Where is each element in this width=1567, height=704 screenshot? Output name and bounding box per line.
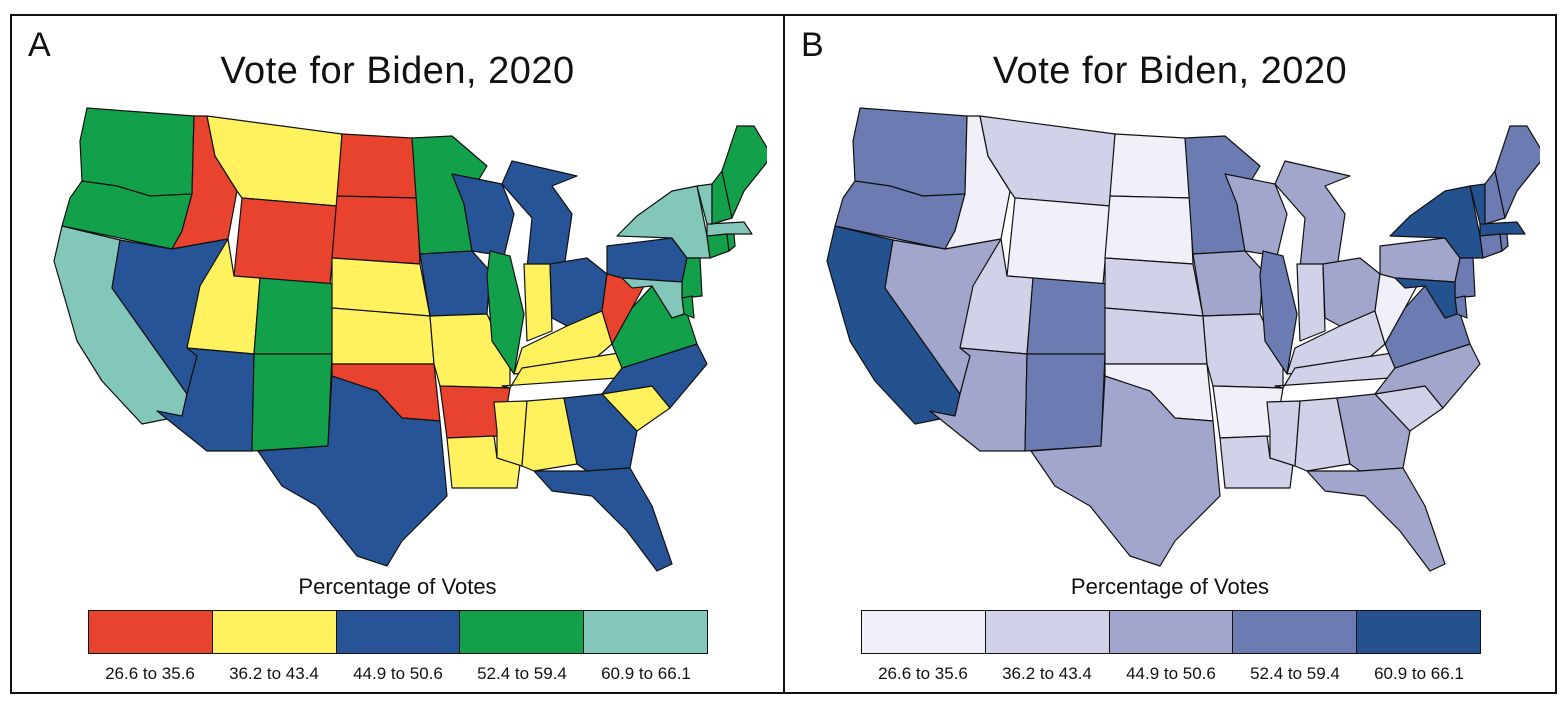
us-states-map xyxy=(53,107,767,572)
state-wy xyxy=(1006,197,1111,285)
state-me xyxy=(1494,125,1540,219)
panel-letter: B xyxy=(801,26,824,64)
state-ks xyxy=(331,307,435,365)
state-ma xyxy=(1479,221,1526,237)
legend-label: 60.9 to 66.1 xyxy=(1374,664,1464,683)
state-in xyxy=(1296,263,1326,342)
legend-label: 52.4 to 59.4 xyxy=(477,664,567,683)
state-nd xyxy=(336,133,418,199)
legend-swatch xyxy=(1233,611,1358,653)
state-ks xyxy=(1104,307,1208,365)
state-co xyxy=(253,277,338,355)
map-title: Vote for Biden, 2020 xyxy=(992,50,1348,92)
map-title: Vote for Biden, 2020 xyxy=(220,50,575,92)
legend-title: Percentage of Votes xyxy=(298,574,497,599)
state-me xyxy=(721,125,767,219)
state-nd xyxy=(1109,133,1191,199)
state-al xyxy=(521,397,578,472)
state-ms xyxy=(1266,400,1301,467)
legend-swatch xyxy=(584,611,707,653)
legend-label: 26.6 to 35.6 xyxy=(878,664,968,683)
legend-label: 36.2 to 43.4 xyxy=(1002,664,1092,683)
state-tx xyxy=(1030,375,1221,567)
state-ri xyxy=(726,233,736,252)
state-md xyxy=(621,277,685,319)
legend-swatch xyxy=(460,611,585,653)
state-ne xyxy=(331,257,431,317)
state-al xyxy=(1294,397,1351,472)
state-nm xyxy=(251,353,333,452)
legend-swatch xyxy=(1357,611,1480,653)
panel-b: B Vote for Biden, 2020 Percentage of Vot… xyxy=(783,14,1557,694)
legend-swatch xyxy=(1109,611,1234,653)
legend-title: Percentage of Votes xyxy=(1070,574,1270,599)
state-wy xyxy=(233,197,338,285)
state-ia xyxy=(1192,250,1264,317)
state-sd xyxy=(331,195,421,265)
legend-color-bar xyxy=(88,610,708,654)
legend-labels: 26.6 to 35.6 36.2 to 43.4 44.9 to 50.6 52.4… xyxy=(861,664,1481,684)
legend-swatch xyxy=(89,611,213,653)
legend-color-bar xyxy=(861,610,1481,654)
state-fl xyxy=(533,467,673,572)
state-nm xyxy=(1024,353,1106,452)
state-ri xyxy=(1499,233,1509,252)
state-pa xyxy=(1379,237,1461,283)
state-pa xyxy=(606,237,688,283)
legend-swatch xyxy=(985,611,1110,653)
state-fl xyxy=(1306,467,1446,572)
legend-label: 26.6 to 35.6 xyxy=(105,664,195,683)
state-in xyxy=(523,263,553,342)
us-states-map xyxy=(826,107,1540,572)
legend-label: 36.2 to 43.4 xyxy=(229,664,319,683)
panel-letter: A xyxy=(28,26,51,64)
state-sd xyxy=(1104,195,1194,265)
state-ia xyxy=(419,250,491,317)
state-ct xyxy=(1479,233,1503,259)
state-co xyxy=(1026,277,1111,355)
legend-swatch xyxy=(336,611,461,653)
state-ct xyxy=(706,233,730,259)
legend-label: 60.9 to 66.1 xyxy=(601,664,691,683)
legend-swatch xyxy=(212,611,337,653)
legend-label: 44.9 to 50.6 xyxy=(353,664,443,683)
legend-label: 52.4 to 59.4 xyxy=(1250,664,1340,683)
state-ms xyxy=(493,400,528,467)
panel-a: A Vote for Biden, 2020 Percentage of Vot… xyxy=(10,14,785,694)
legend-labels: 26.6 to 35.6 36.2 to 43.4 44.9 to 50.6 52.4… xyxy=(88,664,708,684)
state-ne xyxy=(1104,257,1204,317)
legend-label: 44.9 to 50.6 xyxy=(1126,664,1216,683)
state-md xyxy=(1394,277,1458,319)
legend-swatch xyxy=(862,611,986,653)
state-ma xyxy=(706,221,753,237)
state-tx xyxy=(257,375,448,567)
